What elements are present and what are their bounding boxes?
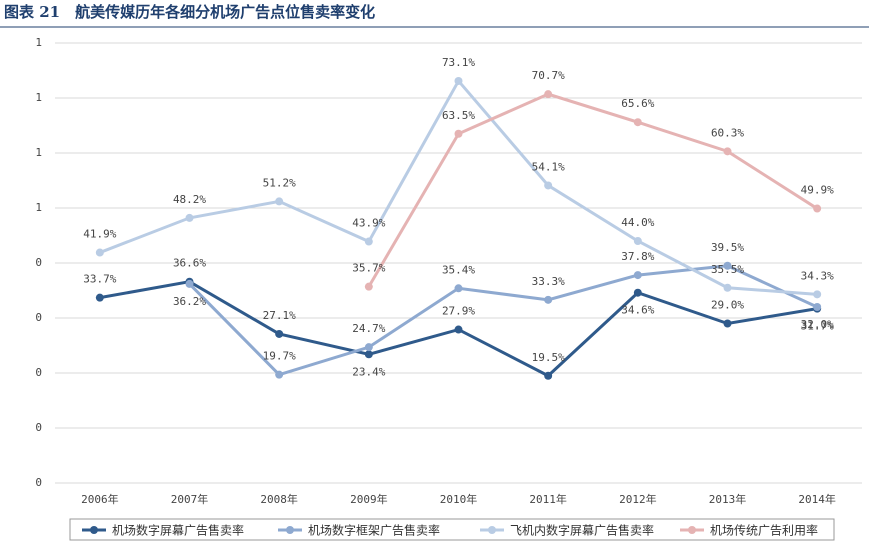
series-line <box>367 92 818 288</box>
y-tick-label: 0 <box>35 366 42 379</box>
data-label: 33.3% <box>532 275 565 288</box>
data-label: 36.6% <box>173 257 206 270</box>
point <box>633 271 642 280</box>
point <box>364 343 373 352</box>
data-label: 19.5% <box>532 351 565 364</box>
point <box>364 282 373 291</box>
data-label: 63.5% <box>442 109 475 122</box>
x-tick-label: 2012年 <box>619 492 657 506</box>
point <box>454 325 463 334</box>
data-label: 39.5% <box>711 241 744 254</box>
legend-label: 机场数字框架广告售卖率 <box>308 523 440 538</box>
data-label: 70.7% <box>532 69 565 82</box>
chart-title: 图表 21 航美传媒历年各细分机场广告点位售卖率变化 <box>4 3 375 21</box>
point <box>544 90 553 99</box>
point <box>633 237 642 245</box>
point <box>454 76 463 85</box>
data-label: 29.0% <box>711 299 744 312</box>
point <box>185 213 194 222</box>
data-label: 35.5% <box>711 263 744 276</box>
legend-label: 机场传统广告利用率 <box>710 523 818 538</box>
point <box>813 303 822 311</box>
data-label: 34.6% <box>621 304 654 317</box>
data-label: 31.7% <box>801 320 834 333</box>
point <box>275 370 284 379</box>
point <box>544 371 553 380</box>
x-tick-label: 2010年 <box>440 492 478 506</box>
legend-marker <box>286 526 294 534</box>
point <box>723 261 732 270</box>
data-label: 24.7% <box>352 322 385 335</box>
data-label: 34.3% <box>801 269 834 282</box>
data-label: 44.0% <box>621 216 654 229</box>
legend-label: 机场数字屏幕广告售卖率 <box>112 523 244 538</box>
x-tick-label: 2006年 <box>81 492 119 506</box>
series-line <box>188 264 818 377</box>
data-label: 27.1% <box>263 309 296 322</box>
point <box>364 350 373 359</box>
point <box>813 290 822 299</box>
x-tick-label: 2008年 <box>260 492 298 506</box>
point <box>633 288 642 297</box>
x-tick-label: 2009年 <box>350 492 388 506</box>
data-label: 48.2% <box>173 193 206 206</box>
x-tick-label: 2011年 <box>529 492 567 506</box>
y-tick-label: 1 <box>35 91 42 104</box>
point <box>544 181 553 190</box>
data-label: 49.9% <box>801 184 834 197</box>
x-tick-label: 2007年 <box>171 492 209 506</box>
legend-marker <box>90 526 98 534</box>
data-label: 65.6% <box>621 97 654 110</box>
y-tick-label: 0 <box>35 311 42 324</box>
point <box>454 284 463 293</box>
legend-label: 飞机内数字屏幕广告售卖率 <box>510 523 654 538</box>
legend-marker <box>688 526 696 534</box>
point <box>454 129 463 138</box>
data-label: 54.1% <box>532 160 565 173</box>
data-label: 35.7% <box>352 262 385 275</box>
legend-marker <box>488 526 496 534</box>
y-tick-label: 0 <box>35 256 42 269</box>
legend-box <box>69 518 835 541</box>
y-tick-label: 0 <box>35 476 42 489</box>
data-label: 43.9% <box>352 217 385 230</box>
point <box>95 248 104 257</box>
data-label: 35.4% <box>442 263 475 276</box>
point <box>633 118 642 127</box>
point <box>364 237 373 246</box>
y-tick-label: 0 <box>35 421 42 434</box>
x-tick-label: 2014年 <box>798 492 836 506</box>
point <box>95 293 104 302</box>
point <box>723 319 732 328</box>
data-label: 37.8% <box>621 250 654 263</box>
point <box>723 283 732 292</box>
point <box>723 147 732 156</box>
data-label: 27.9% <box>442 305 475 318</box>
data-label: 19.7% <box>263 350 296 363</box>
y-tick-label: 1 <box>35 146 42 159</box>
data-label: 41.9% <box>83 228 116 241</box>
y-tick-label: 1 <box>35 36 42 49</box>
data-label: 60.3% <box>711 126 744 139</box>
point <box>185 279 194 288</box>
point <box>544 295 553 304</box>
data-label: 33.7% <box>83 273 116 286</box>
point <box>813 204 822 213</box>
y-tick-label: 1 <box>35 201 42 214</box>
data-label: 36.2% <box>173 295 206 308</box>
point <box>275 197 284 206</box>
data-label: 51.2% <box>263 176 296 189</box>
x-tick-label: 2013年 <box>709 492 747 506</box>
point <box>275 329 284 338</box>
data-label: 32.0% <box>801 318 834 331</box>
data-label: 23.4% <box>352 365 385 378</box>
data-label: 73.1% <box>442 56 475 69</box>
